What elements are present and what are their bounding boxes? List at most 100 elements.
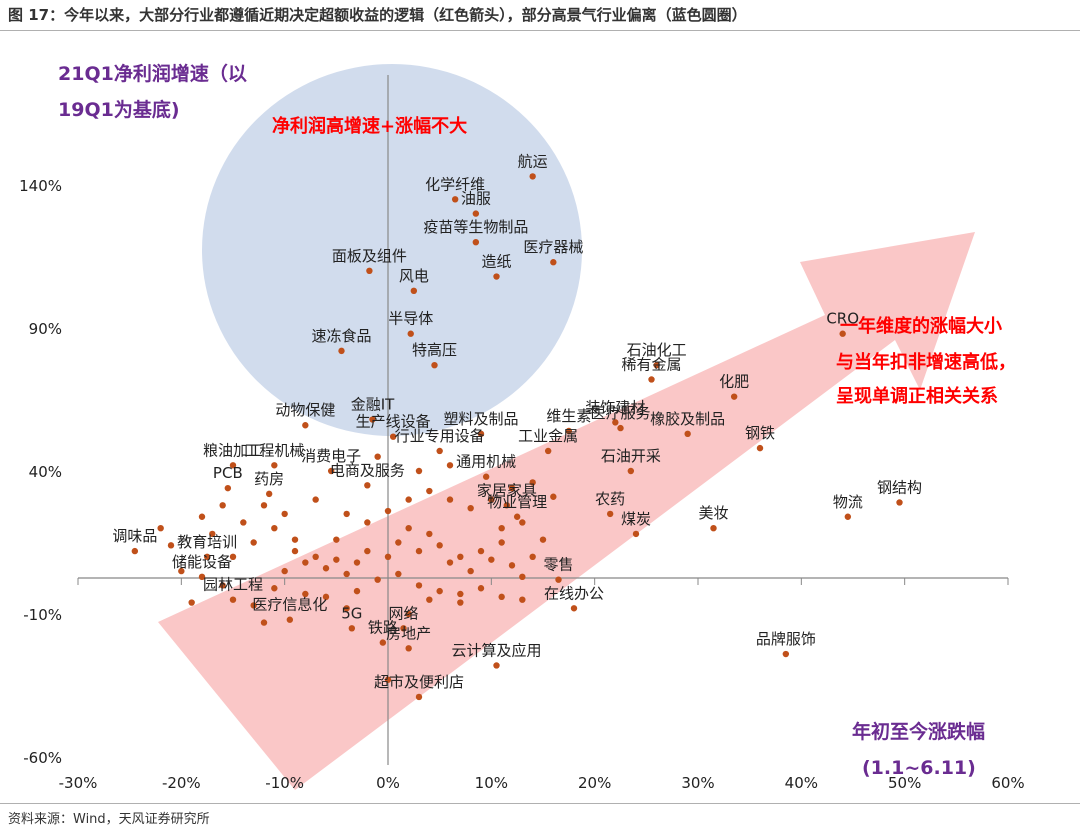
point-label: 消费电子 [301,447,361,465]
data-point [436,447,443,455]
data-point [364,547,371,555]
data-point [333,556,340,563]
data-point [405,496,412,503]
x-tick-label: -30% [59,774,98,792]
point-label: 铁路 [368,619,398,637]
point-label: 物业管理 [487,493,547,511]
data-point [353,559,361,566]
data-point [338,347,345,355]
data-point [446,496,454,503]
data-point [188,599,195,606]
point-label: 油服 [461,190,491,208]
data-point [519,573,526,581]
data-point [405,610,412,618]
point-label: 在线办公 [544,584,604,602]
data-point [529,173,536,180]
title-rule [0,30,1080,31]
data-point [415,693,423,701]
data-point [513,513,521,520]
data-point [472,239,480,246]
data-point [271,525,278,532]
point-label: 石油开采 [601,447,661,465]
data-point [312,553,319,560]
data-point [519,596,526,603]
data-point [250,602,257,609]
point-label: 半导体 [388,310,433,328]
trend-arrow [158,232,975,790]
point-label: 化学纤维 [425,175,485,193]
data-point [730,393,738,400]
figure-title: 图 17：今年以来，大部分行业都遵循近期决定超额收益的逻辑（红色箭头），部分高景… [8,6,747,24]
point-label: 零售 [543,556,573,574]
data-point [508,562,516,569]
point-label: 电商及服务 [330,461,405,479]
data-point [426,487,433,495]
x-tick-label: 0% [376,774,400,792]
point-label: 园林工程 [203,576,263,594]
point-label: 家居家具 [477,481,537,499]
data-point [782,650,790,658]
data-point [570,605,578,612]
data-point [648,376,655,383]
point-label: 航运 [518,152,548,170]
data-point [369,416,376,423]
data-point [436,542,443,549]
point-label: 稀有金属 [621,355,681,373]
point-label: 医疗信息化 [252,596,327,614]
point-label: 医疗器械 [523,238,583,256]
point-label: 5G [341,604,362,622]
point-label: 品牌服饰 [756,630,816,648]
point-label: 钢铁 [745,424,775,442]
data-point [550,493,557,500]
data-point [343,510,350,518]
point-label: 医疗服务 [590,404,650,422]
data-point [529,553,536,560]
point-label: 通用机械 [456,453,516,471]
y-tick-label: 140% [19,177,62,195]
data-point [426,530,433,538]
data-point [327,467,335,475]
circle-annotation: 净利润高增速+涨幅不大 [272,115,467,137]
data-point [565,427,573,435]
data-point [343,605,350,612]
x-tick-label: 50% [888,774,921,792]
data-point [472,210,480,217]
point-label: 药房 [254,470,284,488]
point-label: 煤炭 [621,510,651,528]
point-label: PCB [213,464,243,482]
data-point [374,453,381,460]
data-point [389,433,397,440]
data-point [178,567,185,575]
data-point [219,582,226,589]
point-label: 美妆 [698,504,728,522]
data-point [508,484,516,492]
data-point [467,504,474,512]
data-point [426,596,433,603]
data-point [333,536,340,543]
data-point [271,585,278,592]
data-point [405,525,412,532]
x-tick-label: 30% [681,774,714,792]
data-point [286,616,294,623]
x-tick-label: 40% [785,774,818,792]
point-label: 造纸 [481,253,511,271]
data-point [260,619,268,626]
data-point [431,361,438,369]
data-point [343,570,350,578]
x-tick-labels: -30% -20% -10% 0% 10% 20% 30% 40% 50% 60% [59,774,1025,792]
footer-rule [0,803,1080,804]
data-point [224,484,232,492]
data-point [550,259,557,266]
data-point [477,585,485,592]
point-label: 维生素 [546,407,591,425]
data-point [229,462,237,469]
data-point [612,419,619,426]
data-point [379,639,387,646]
point-label: 超市及便利店 [374,673,464,691]
data-point [260,502,268,509]
data-point [488,496,495,503]
data-point [498,593,505,601]
point-label: 化肥 [719,373,749,391]
ylabel-line-2: 19Q1为基底) [58,98,180,121]
point-label: 橡胶及制品 [650,410,725,428]
